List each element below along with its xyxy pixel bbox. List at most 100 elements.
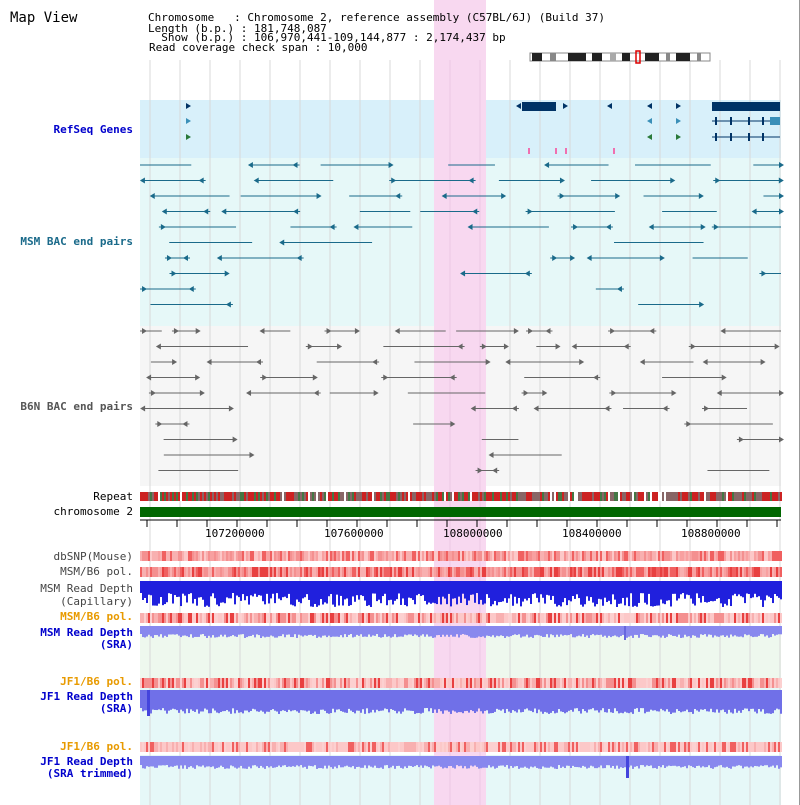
- msm-sra-depth-bar: [144, 626, 146, 638]
- repeat-segment: [664, 492, 666, 501]
- jf1-sra-depth-bar: [182, 690, 184, 712]
- repeat-segment: [278, 492, 280, 501]
- msm-capillary-depth-bar: [220, 581, 222, 603]
- repeat-segment: [422, 492, 424, 501]
- msm-capillary-depth-bar: [364, 581, 366, 601]
- msm-b6-pol-cell: [604, 613, 606, 623]
- dbsnp-cell: [342, 551, 344, 561]
- msm-sra-depth-bar: [212, 626, 214, 636]
- msm-capillary-depth-bar: [230, 581, 232, 599]
- repeat-segment: [170, 492, 172, 501]
- jf1-b6-pol-cell: [190, 678, 192, 688]
- msm-capillary-depth-bar: [188, 581, 190, 595]
- msm-b6-pol-cell: [396, 613, 398, 623]
- refseq-genes-label[interactable]: RefSeq Genes: [53, 123, 133, 136]
- jf1-b6-pol-cell: [150, 742, 152, 752]
- dbsnp-cell: [714, 551, 716, 561]
- jf1-b6-pol-label-1[interactable]: JF1/B6 pol.: [60, 675, 133, 688]
- jf1-sra-depth-bar: [310, 690, 312, 714]
- ideogram-band: [645, 53, 659, 61]
- msm-capillary-depth-bar: [690, 581, 692, 599]
- msm-b6-pol-cell: [510, 567, 512, 577]
- msm-b6-pol-cell: [598, 567, 600, 577]
- msm-capillary-depth-bar: [558, 581, 560, 606]
- msm-b6-pol-cell: [452, 613, 454, 623]
- msm-sra-depth-bar: [224, 626, 226, 635]
- b6n-bac-label[interactable]: B6N BAC end pairs: [20, 400, 133, 413]
- msm-bac-pair-end: [171, 270, 177, 277]
- msm-sra-depth-bar: [764, 626, 766, 637]
- msm-capillary-depth-bar: [592, 581, 594, 603]
- msm-b6-pol-label-1[interactable]: MSM/B6 pol.: [60, 565, 133, 578]
- jf1-sra-depth-bar: [402, 690, 404, 712]
- jf1-b6-pol-cell: [508, 742, 510, 752]
- msm-capillary-depth-bar: [734, 581, 736, 594]
- jf1-sra-depth-bar: [216, 690, 218, 713]
- repeat-segment: [300, 492, 302, 501]
- msm-b6-pol-cell: [620, 613, 622, 623]
- msm-b6-pol-cell: [236, 613, 238, 623]
- repeat-segment: [420, 492, 422, 501]
- msm-b6-pol-cell: [542, 567, 544, 577]
- msm-capillary-depth-bar: [332, 581, 334, 605]
- jf1-read-depth-trimmed-label[interactable]: JF1 Read Depth: [40, 755, 133, 768]
- msm-read-depth-capillary-label[interactable]: MSM Read Depth: [40, 582, 133, 595]
- msm-capillary-depth-bar: [648, 581, 650, 594]
- jf1-sra-depth-bar: [466, 690, 468, 711]
- msm-sra-depth-bar: [568, 626, 570, 636]
- dbsnp-cell: [406, 551, 408, 561]
- msm-b6-pol-cell: [770, 613, 772, 623]
- msm-b6-pol-cell: [600, 567, 602, 577]
- msm-capillary-depth-bar: [354, 581, 356, 602]
- msm-capillary-depth-bar: [142, 581, 144, 600]
- jf1-b6-pol-cell: [306, 742, 308, 752]
- msm-sra-depth-bar: [178, 626, 180, 636]
- jf1-b6-pol-cell: [290, 742, 292, 752]
- msm-capillary-depth-bar: [180, 581, 182, 607]
- ideogram-band: [697, 53, 701, 61]
- msm-b6-pol-cell: [558, 567, 560, 577]
- dbsnp-cell: [638, 551, 640, 561]
- dbsnp-cell: [400, 551, 402, 561]
- msm-b6-pol-cell: [728, 613, 730, 623]
- msm-b6-pol-cell: [152, 613, 154, 623]
- dbsnp-cell: [278, 551, 280, 561]
- msm-b6-pol-cell: [410, 613, 412, 623]
- b6n-bac-pair-end: [671, 390, 677, 396]
- jf1-b6-pol-cell: [738, 742, 740, 752]
- jf1-trim-depth-bar: [318, 756, 320, 769]
- jf1-sra-depth-bar: [644, 690, 646, 714]
- msm-b6-pol-cell: [482, 613, 484, 623]
- jf1-trim-depth-bar: [658, 756, 660, 767]
- msm-b6-pol-cell: [714, 567, 716, 577]
- jf1-b6-pol-cell: [320, 742, 322, 752]
- jf1-sra-depth-bar: [350, 690, 352, 711]
- jf1-trim-depth-bar: [572, 756, 574, 766]
- repeat-segment: [494, 492, 496, 501]
- jf1-read-depth-sra-label[interactable]: JF1 Read Depth: [40, 690, 133, 703]
- dbsnp-cell: [430, 551, 432, 561]
- jf1-trim-depth-bar: [614, 756, 616, 769]
- jf1-b6-pol-cell: [546, 742, 548, 752]
- dbsnp-cell: [528, 551, 530, 561]
- jf1-sra-depth-bar: [472, 690, 474, 712]
- msm-capillary-depth-bar: [650, 581, 652, 607]
- jf1-trim-depth-bar: [692, 756, 694, 768]
- msm-capillary-depth-bar: [620, 581, 622, 604]
- jf1-b6-pol-label-2[interactable]: JF1/B6 pol.: [60, 740, 133, 753]
- jf1-b6-pol-cell: [762, 742, 764, 752]
- msm-bac-label[interactable]: MSM BAC end pairs: [20, 235, 133, 248]
- jf1-trim-depth-bar: [634, 756, 636, 767]
- dbsnp-label[interactable]: dbSNP(Mouse): [53, 550, 133, 563]
- msm-b6-pol-cell: [374, 613, 376, 623]
- msm-b6-pol-label-2[interactable]: MSM/B6 pol.: [60, 610, 133, 623]
- msm-read-depth-sra-label[interactable]: MSM Read Depth: [40, 626, 133, 639]
- repeat-segment: [658, 492, 660, 501]
- msm-capillary-depth-bar: [500, 581, 502, 602]
- dbsnp-cell: [216, 551, 218, 561]
- msm-capillary-depth-bar: [434, 581, 436, 604]
- msm-b6-pol-cell: [552, 567, 554, 577]
- jf1-sra-depth-bar: [654, 690, 656, 711]
- msm-capillary-depth-bar: [334, 581, 336, 607]
